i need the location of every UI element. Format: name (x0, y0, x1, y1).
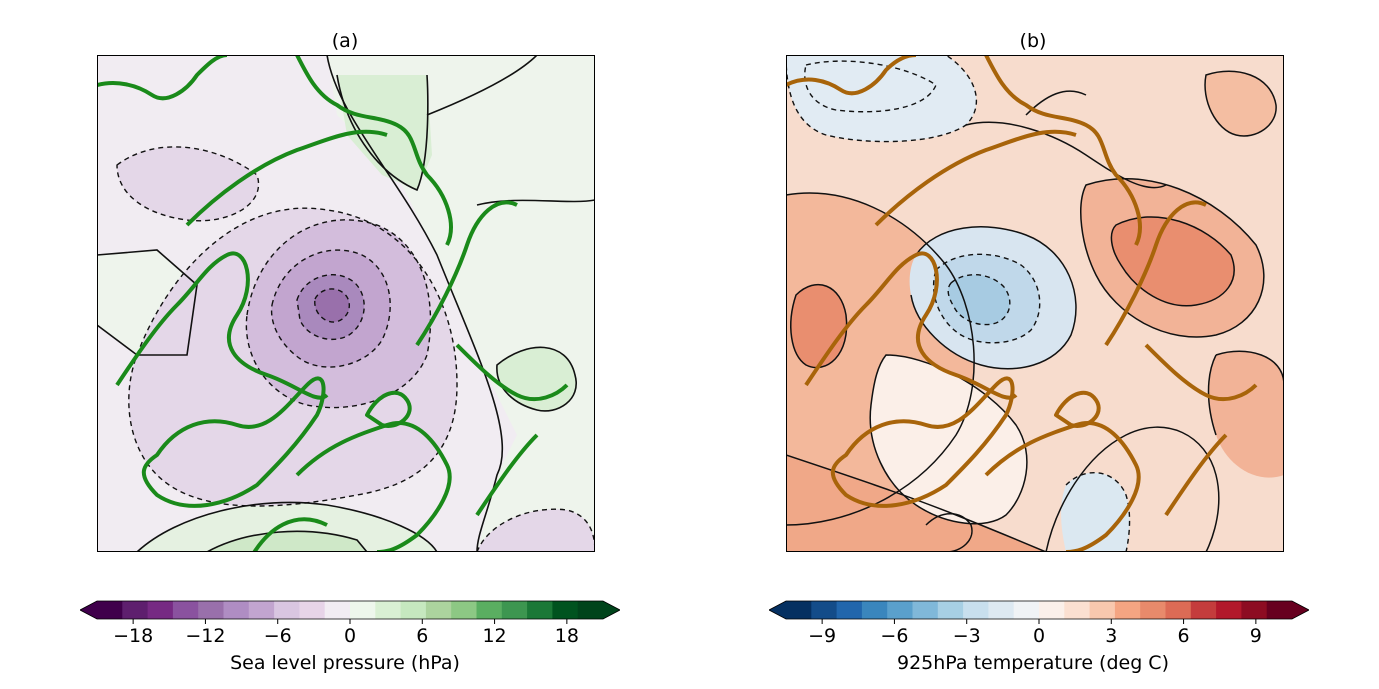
coastlines (786, 55, 1258, 552)
colorbar-segment (324, 601, 351, 619)
slp-low-region (314, 288, 350, 323)
colorbar-segment (527, 601, 553, 619)
colorbar-extend-min (769, 601, 786, 619)
colorbar-segment (122, 601, 149, 619)
colorbar-segment (937, 601, 964, 619)
colorbar-tick-label: 9 (1249, 625, 1262, 647)
colorbar-tick-label: 18 (554, 625, 579, 647)
colorbar-segment (887, 601, 913, 619)
colorbar-extend-min (80, 601, 97, 619)
temp-negative-contours (786, 55, 1131, 552)
temp-cool-region (786, 55, 977, 142)
colorbar-segment (861, 601, 888, 619)
slp-colorbar (80, 600, 620, 624)
colorbar-segment (963, 601, 989, 619)
colorbar-segment (375, 601, 402, 619)
slp-colorbar-label: Sea level pressure (hPa) (230, 652, 460, 674)
colorbar-extend-max (1292, 601, 1309, 619)
colorbar-segment (198, 601, 224, 619)
colorbar-segment (1241, 601, 1268, 619)
panel-b-title: (b) (1019, 30, 1047, 52)
colorbar-segment (501, 601, 528, 619)
colorbar-segment (1165, 601, 1192, 619)
slp-negative-contours (116, 146, 595, 552)
colorbar-extend-max (603, 601, 620, 619)
colorbar-segment (912, 601, 939, 619)
colorbar-tick-label: 0 (343, 625, 357, 647)
colorbar-tick-label: −3 (952, 625, 981, 647)
colorbar-segment (248, 601, 275, 619)
colorbar-segment (1114, 601, 1141, 619)
colorbar-segment (172, 601, 199, 619)
colorbar-segment (350, 601, 376, 619)
temperature-colorbar-label: 925hPa temperature (deg C) (896, 652, 1169, 674)
slp-positive-region (137, 502, 437, 552)
colorbar-segment (1266, 601, 1293, 619)
slp-positive-region (327, 55, 595, 552)
colorbar-segment (988, 601, 1015, 619)
colorbar-segment (1190, 601, 1217, 619)
colorbar-tick-label: −12 (185, 625, 226, 647)
colorbar-segment (1140, 601, 1166, 619)
colorbar-outline (769, 600, 1309, 620)
colorbar-segment (836, 601, 863, 619)
colorbar-tick-label: −18 (113, 625, 154, 647)
temperature-925hpa-map (786, 55, 1284, 552)
slp-positive-region (207, 531, 367, 552)
panel-a-title: (a) (331, 30, 359, 52)
colorbar-tick-label: 6 (416, 625, 429, 647)
colorbar-tick-label: 0 (1032, 625, 1046, 647)
colorbar-segment (400, 601, 427, 619)
temp-warm-region (1205, 71, 1277, 136)
colorbar-segment (476, 601, 503, 619)
slp-negative-region (477, 509, 595, 552)
colorbar-tick-label: −9 (808, 625, 837, 647)
temp-warm-region (1208, 351, 1284, 478)
colorbar-segment (1013, 601, 1040, 619)
colorbar-tick-label: −6 (263, 625, 292, 647)
coastlines (97, 55, 569, 552)
colorbar-segment (425, 601, 452, 619)
colorbar-segment (274, 601, 300, 619)
map-frame (786, 55, 1284, 552)
temp-positive-contours (786, 70, 1284, 552)
temp-cool-region (948, 274, 1010, 325)
colorbar-tick-label: 6 (1177, 625, 1190, 647)
colorbar-segment (97, 601, 123, 619)
colorbar-segment (1039, 601, 1065, 619)
colorbar-segment (223, 601, 250, 619)
temp-cool-region (1061, 472, 1130, 552)
colorbar-segment (577, 601, 604, 619)
temperature-colorbar (769, 600, 1309, 624)
colorbar-segment (1216, 601, 1242, 619)
colorbar-tick-label: 3 (1105, 625, 1118, 647)
colorbar-segment (147, 601, 174, 619)
map-frame (97, 55, 595, 552)
colorbar-segment (1089, 601, 1116, 619)
colorbar-segment (811, 601, 838, 619)
colorbar-segment (786, 601, 812, 619)
colorbar-tick-label: 12 (482, 625, 507, 647)
slp-negative-region (117, 146, 259, 221)
colorbar-segment (1064, 601, 1091, 619)
colorbar-segment (552, 601, 579, 619)
sea-level-pressure-map (97, 55, 595, 552)
colorbar-segment (451, 601, 477, 619)
colorbar-segment (299, 601, 326, 619)
colorbar-outline (80, 600, 620, 620)
colorbar-tick-label: −6 (880, 625, 909, 647)
